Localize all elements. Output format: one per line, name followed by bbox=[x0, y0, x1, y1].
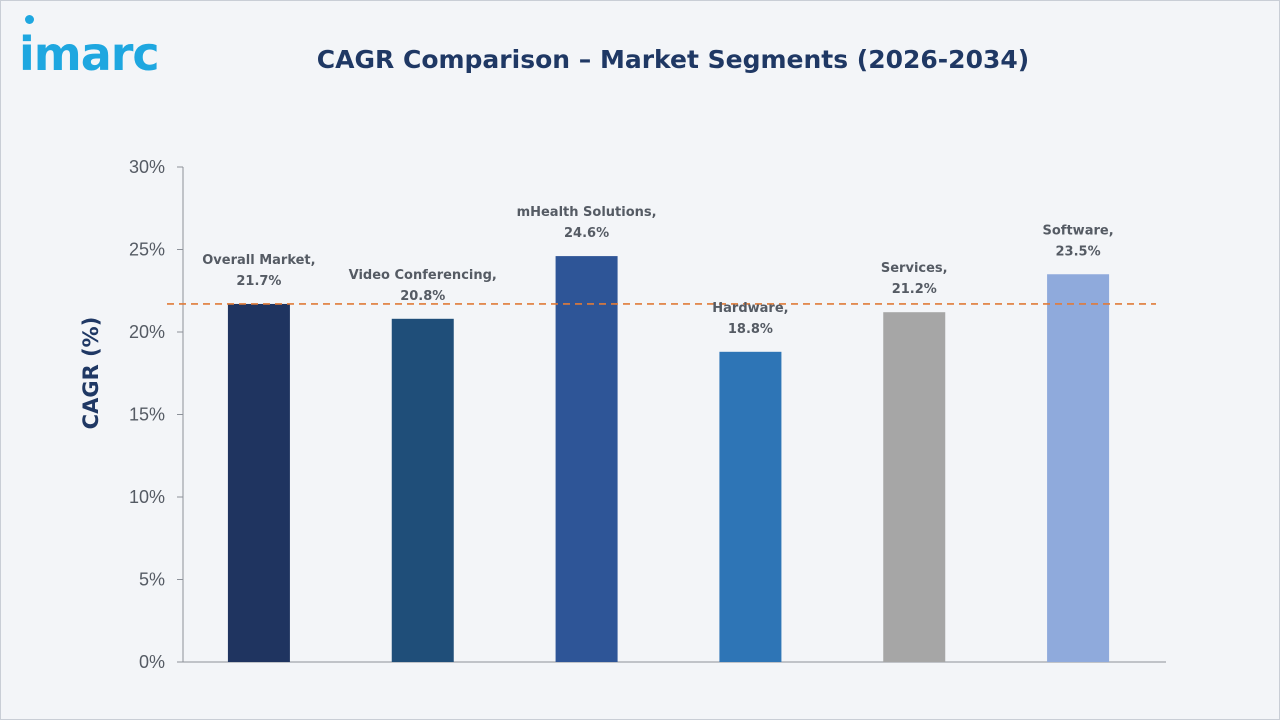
bar bbox=[391, 318, 454, 662]
chart-bars bbox=[227, 256, 1110, 662]
chart-data-labels: Overall Market, 21.7% Video Conferencing, 2… bbox=[202, 205, 1113, 337]
bar-data-label-category: Hardware, bbox=[712, 301, 788, 316]
bar-data-label-value: 20.8% bbox=[400, 289, 445, 304]
bar bbox=[1047, 274, 1110, 662]
bar bbox=[227, 303, 290, 662]
bar-data-label-category: Overall Market, bbox=[202, 253, 315, 268]
chart-axes: 0% 5% 10% 15% 20% 25% 30% bbox=[129, 157, 1166, 672]
chart-title: CAGR Comparison – Market Segments (2026-… bbox=[316, 45, 1030, 74]
bar-data-label-category: Services, bbox=[881, 261, 948, 276]
bar-data-label-value: 21.2% bbox=[892, 282, 937, 297]
bar-data-label-category: Video Conferencing, bbox=[349, 268, 497, 283]
y-axis-label: CAGR (%) bbox=[79, 317, 103, 430]
imarc-logo: imarc bbox=[19, 27, 160, 81]
y-tick-label: 15% bbox=[129, 405, 165, 425]
bar bbox=[719, 351, 782, 662]
bar-data-label-category: Software, bbox=[1043, 223, 1114, 238]
y-tick-label: 25% bbox=[129, 240, 165, 260]
y-tick-label: 20% bbox=[129, 322, 165, 342]
y-tick-label: 10% bbox=[129, 487, 165, 507]
y-tick-label: 30% bbox=[129, 157, 165, 177]
y-tick-label: 5% bbox=[139, 570, 165, 590]
y-tick-label: 0% bbox=[139, 652, 165, 672]
bar-data-label-value: 23.5% bbox=[1056, 244, 1101, 259]
bar bbox=[555, 256, 618, 662]
bar-data-label-value: 24.6% bbox=[564, 226, 609, 241]
bar-data-label-value: 18.8% bbox=[728, 322, 773, 337]
bar-data-label-category: mHealth Solutions, bbox=[517, 205, 657, 220]
bar-data-label-value: 21.7% bbox=[236, 274, 281, 289]
bar bbox=[883, 312, 946, 662]
logo-dot bbox=[25, 15, 34, 24]
